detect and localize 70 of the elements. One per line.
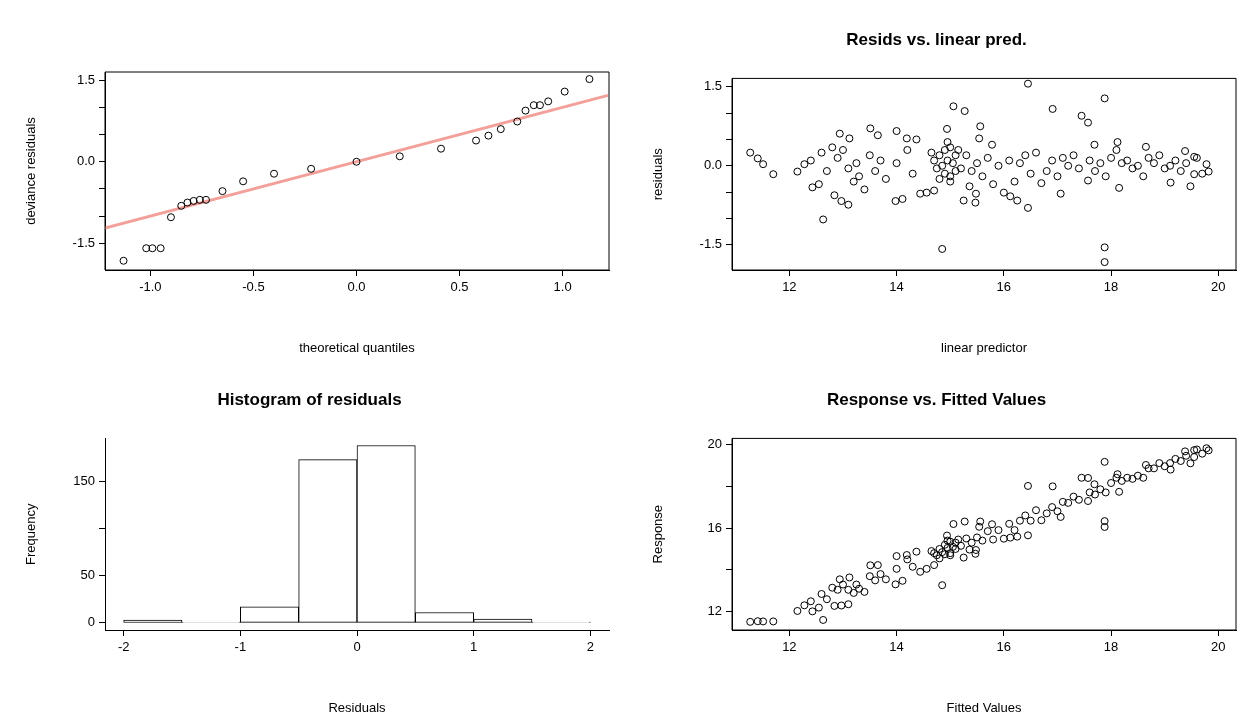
point [496,125,505,134]
point [195,195,204,204]
y-axis-title: residuals [650,147,666,201]
y-tick-label: -1.5 [699,236,722,252]
x-tick-label: 20 [1211,279,1226,295]
x-tick-label: -2 [117,639,130,655]
x-tick-label: 12 [782,639,797,655]
x-axis-title: linear predictor [941,339,1028,355]
y-tick-label: 20 [707,435,722,451]
point [560,87,569,96]
x-tick-label: -1 [234,639,247,655]
x-axis-title: theoretical quantiles [299,339,416,355]
chart-title: Resids vs. linear pred. [846,29,1027,49]
x-tick-label: 0.5 [450,279,469,295]
y-tick-label: 1.5 [703,78,722,94]
point [513,117,522,126]
point [437,144,445,153]
x-axis-title: Residuals [328,699,387,715]
x-tick-label: 1.0 [553,279,572,295]
point [202,195,211,204]
y-tick-label: 1.5 [76,71,95,87]
x-tick-label: 2 [586,639,594,655]
point [484,131,493,140]
x-tick-label: 18 [1103,279,1119,295]
y-tick-label: 50 [80,567,95,583]
point [166,213,175,222]
x-tick-label: 1 [470,639,478,655]
x-axis-title: Fitted Values [946,699,1022,715]
x-tick-label: 0 [353,639,361,655]
y-tick-label: -1.5 [72,234,95,250]
y-axis-title: Frequency [23,502,39,565]
y-axis-title: deviance residuals [23,116,39,225]
point [585,75,594,84]
x-tick-label: 14 [889,279,904,295]
point [529,101,538,110]
point [535,101,544,110]
y-tick-label: 16 [707,519,722,535]
point [142,244,151,253]
x-tick-label: 16 [996,639,1012,655]
x-tick-label: 14 [889,639,904,655]
point [270,169,279,178]
point [177,201,186,210]
point [156,244,165,253]
point [472,136,481,145]
y-tick-label: 0 [87,614,95,630]
point [183,198,192,207]
point [307,164,316,173]
x-tick-label: 18 [1103,639,1119,655]
point [218,187,227,196]
point [119,256,128,265]
x-tick-label: -0.5 [242,279,265,295]
y-tick-label: 12 [707,603,722,619]
point [544,97,553,106]
chart-title: Histogram of residuals [217,389,402,409]
chart-title: Response vs. Fitted Values [826,389,1047,409]
point [239,177,248,186]
y-tick-label: 0.0 [76,153,95,169]
x-tick-label: 20 [1211,639,1226,655]
point [521,106,530,115]
y-tick-label: 150 [73,472,95,488]
y-tick-label: 0.0 [703,157,722,173]
x-tick-label: -1.0 [139,279,162,295]
x-tick-label: 16 [996,279,1012,295]
x-tick-label: 12 [782,279,797,295]
y-axis-title: Response [650,504,666,564]
point [189,196,198,205]
point [395,152,404,161]
point [148,244,157,253]
point [352,157,361,166]
x-tick-label: 0.0 [347,279,366,295]
